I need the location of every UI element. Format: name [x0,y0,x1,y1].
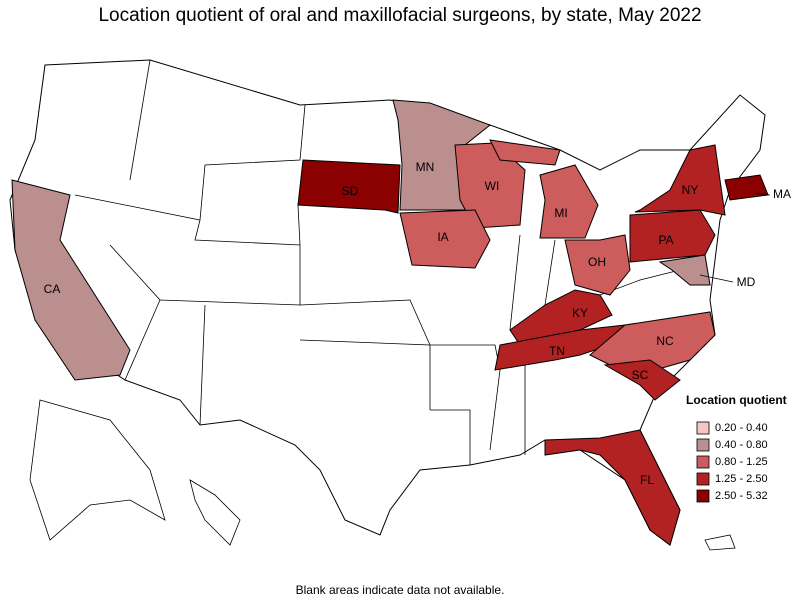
map-title: Location quotient of oral and maxillofac… [98,5,701,26]
state-label: IA [437,230,448,244]
legend-title: Location quotient [686,393,787,407]
state-md [658,254,711,286]
legend-swatch [696,438,710,452]
legend-swatch [696,455,710,469]
state-label: MI [554,206,567,220]
legend-label: 2.50 - 5.32 [715,490,768,502]
legend-label: 0.80 - 1.25 [715,456,768,468]
legend-swatch [696,472,710,486]
state-label: FL [640,473,654,487]
state-fl [544,429,681,546]
state-borders [29,59,736,551]
state-tn [494,324,627,371]
legend-label: 0.20 - 0.40 [715,422,768,434]
legend-label: 0.40 - 0.80 [715,439,768,451]
label-leaders [699,192,771,283]
legend-swatch [696,489,710,503]
state-label: SC [632,368,649,382]
legend-swatch [696,421,710,435]
state-mi [489,139,599,239]
state-label: KY [572,306,588,320]
footnote: Blank areas indicate data not available. [296,583,505,597]
state-label: WI [485,179,500,193]
state-label: OH [588,255,606,269]
state-mi-upper [489,139,561,166]
state-oh [564,234,631,296]
state-label: CA [44,282,61,296]
state-label: NC [656,334,674,348]
state-label: PA [658,233,673,247]
state-label: SD [342,184,359,198]
state-ia [399,209,491,269]
state-sd [297,159,401,214]
legend-label: 1.25 - 2.50 [715,473,768,485]
state-label: NY [682,183,699,197]
state-label: MN [416,160,435,174]
state-label: TN [549,344,565,358]
state-mi-lower [539,164,599,239]
state-label: MD [737,275,756,289]
state-ma [724,174,769,201]
state-label: MA [773,187,791,201]
state-sc [603,359,681,401]
legend: Location quotient 0.20 - 0.40 0.40 - 0.80… [686,393,787,503]
state-ca [11,179,131,381]
state-ny [634,144,726,216]
